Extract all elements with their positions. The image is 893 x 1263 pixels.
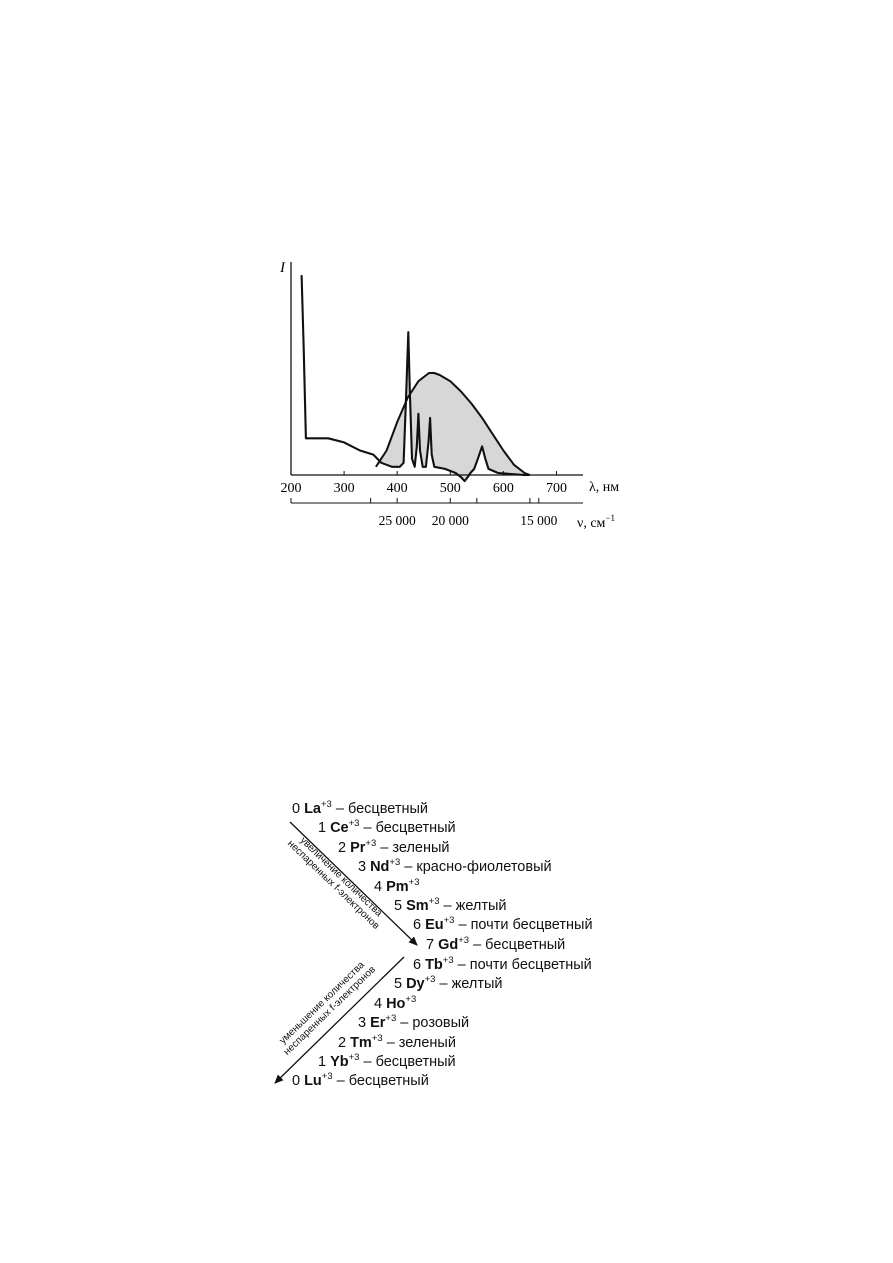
element-symbol: Nd — [370, 859, 390, 876]
unpaired-count: 0 — [292, 1073, 301, 1090]
ion-charge: +3 — [443, 915, 455, 927]
color-description: – почти бесцветный — [454, 917, 593, 934]
color-description: – бесцветный — [469, 936, 566, 953]
secondary-axis-label: ν, см−1 — [577, 513, 615, 531]
unpaired-count: 6 — [413, 957, 422, 973]
ion-charge: +3 — [428, 896, 440, 907]
secondary-tick-label-15000: 15 000 — [520, 513, 557, 528]
unpaired-count: 6 — [413, 917, 422, 934]
element-symbol: Pr — [350, 839, 366, 856]
color-description: – бесцветный — [359, 820, 456, 837]
x-tick-label-200: 200 — [281, 481, 302, 496]
ion-row-eu: 6 Eu+3 – почти бесцветный — [413, 915, 593, 934]
element-symbol: Tb — [425, 957, 443, 973]
ion-row-lu: 0 Lu+3 – бесцветный — [292, 1071, 429, 1090]
secondary-tick-label-25000: 25 000 — [379, 513, 416, 528]
secondary-axis-label-exponent: −1 — [605, 513, 615, 523]
ion-row-ce: 1 Ce+3 – бесцветный — [318, 818, 456, 837]
ion-row-gd: 7 Gd+3 – бесцветный — [426, 934, 566, 954]
ion-row-pm: 4 Pm+3 — [374, 876, 420, 896]
unpaired-count: 2 — [338, 839, 347, 856]
secondary-ticks-layer: 25 000 20 000 15 000 — [290, 498, 558, 528]
color-description: – бесцветный — [331, 801, 429, 817]
element-symbol: Gd — [438, 936, 459, 953]
color-description: – красно-фиолетовый — [400, 859, 552, 876]
color-description: – желтый — [435, 976, 503, 993]
element-symbol: Yb — [330, 1054, 349, 1070]
ion-row-dy: 5 Dy+3 – желтый — [394, 974, 503, 993]
element-symbol: Lu — [304, 1073, 322, 1090]
x-tick-label-600: 600 — [493, 481, 514, 496]
emission-line — [300, 275, 530, 483]
ion-charge: +3 — [365, 837, 377, 849]
unpaired-count: 0 — [292, 801, 301, 817]
element-symbol: La — [304, 801, 321, 817]
filled-band-area — [375, 332, 530, 482]
element-symbol: Dy — [406, 976, 425, 993]
ion-charge: +3 — [442, 955, 454, 966]
element-symbol: Pm — [386, 878, 409, 895]
chart-line-layer — [300, 275, 531, 483]
unpaired-count: 4 — [374, 995, 383, 1012]
filled-band-outline — [375, 372, 531, 476]
color-description: – бесцветный — [332, 1073, 429, 1090]
unpaired-count: 1 — [318, 1054, 327, 1070]
unpaired-count: 5 — [394, 898, 403, 914]
x-tick-label-700: 700 — [546, 481, 567, 496]
x-tick-label-300: 300 — [334, 481, 355, 496]
ion-charge: +3 — [348, 818, 360, 830]
ion-row-la: 0 La+3 – бесцветный — [292, 799, 429, 818]
unpaired-count: 5 — [394, 976, 403, 993]
spectrum-chart: 200 300 400 500 600 700 I λ, нм 25 000 20 000 1… — [279, 260, 619, 531]
element-symbol: Er — [370, 1015, 386, 1032]
secondary-axis-label-text: ν, см — [577, 516, 606, 531]
ion-charge: +3 — [385, 1013, 397, 1025]
ion-charge: +3 — [348, 1052, 360, 1063]
ion-charge: +3 — [389, 857, 401, 869]
element-symbol: Ho — [386, 995, 406, 1012]
unpaired-count: 3 — [358, 1015, 367, 1032]
element-symbol: Ce — [330, 820, 349, 837]
element-symbol: Sm — [406, 898, 429, 914]
ion-charge: +3 — [408, 876, 420, 888]
element-symbol: Eu — [425, 917, 444, 934]
ion-row-ho: 4 Ho+3 — [374, 993, 417, 1013]
ion-charge: +3 — [321, 799, 332, 810]
ion-row-er: 3 Er+3 – розовый — [358, 1013, 470, 1032]
unpaired-count: 7 — [426, 936, 435, 953]
color-description: – розовый — [396, 1015, 470, 1032]
chart-fill-layer — [375, 332, 530, 482]
ion-row-yb: 1 Yb+3 – бесцветный — [318, 1052, 456, 1071]
unpaired-count: 2 — [338, 1034, 347, 1051]
color-description: – желтый — [439, 898, 507, 914]
color-description: – зеленый — [382, 1034, 456, 1051]
ion-charge: +3 — [405, 993, 417, 1005]
unpaired-count: 1 — [318, 820, 327, 837]
y-axis-label: I — [279, 260, 286, 276]
x-ticks-layer: 200 300 400 500 600 700 — [281, 471, 567, 496]
increase-arrow — [289, 821, 418, 946]
decrease-arrow — [274, 956, 405, 1084]
ion-charge: +3 — [371, 1032, 383, 1044]
x-axis-label: λ, нм — [589, 480, 619, 495]
color-description: – почти бесцветный — [453, 957, 592, 973]
unpaired-count: 3 — [358, 859, 367, 876]
element-symbol: Tm — [350, 1034, 372, 1051]
ion-row-sm: 5 Sm+3 – желтый — [394, 896, 507, 915]
ion-row-tb: 6 Tb+3 – почти бесцветный — [413, 955, 592, 974]
ion-row-nd: 3 Nd+3 – красно-фиолетовый — [358, 857, 552, 876]
x-tick-label-500: 500 — [440, 481, 461, 496]
color-description: – зеленый — [376, 839, 450, 856]
ion-charge: +3 — [458, 934, 470, 946]
ion-row-tm: 2 Tm+3 – зеленый — [338, 1032, 456, 1052]
ion-row-pr: 2 Pr+3 – зеленый — [338, 837, 450, 857]
unpaired-count: 4 — [374, 878, 383, 895]
ion-charge: +3 — [424, 974, 436, 986]
secondary-tick-label-20000: 20 000 — [432, 513, 469, 528]
color-description: – бесцветный — [359, 1054, 456, 1070]
ion-charge: +3 — [321, 1071, 333, 1083]
x-tick-label-400: 400 — [387, 481, 408, 496]
